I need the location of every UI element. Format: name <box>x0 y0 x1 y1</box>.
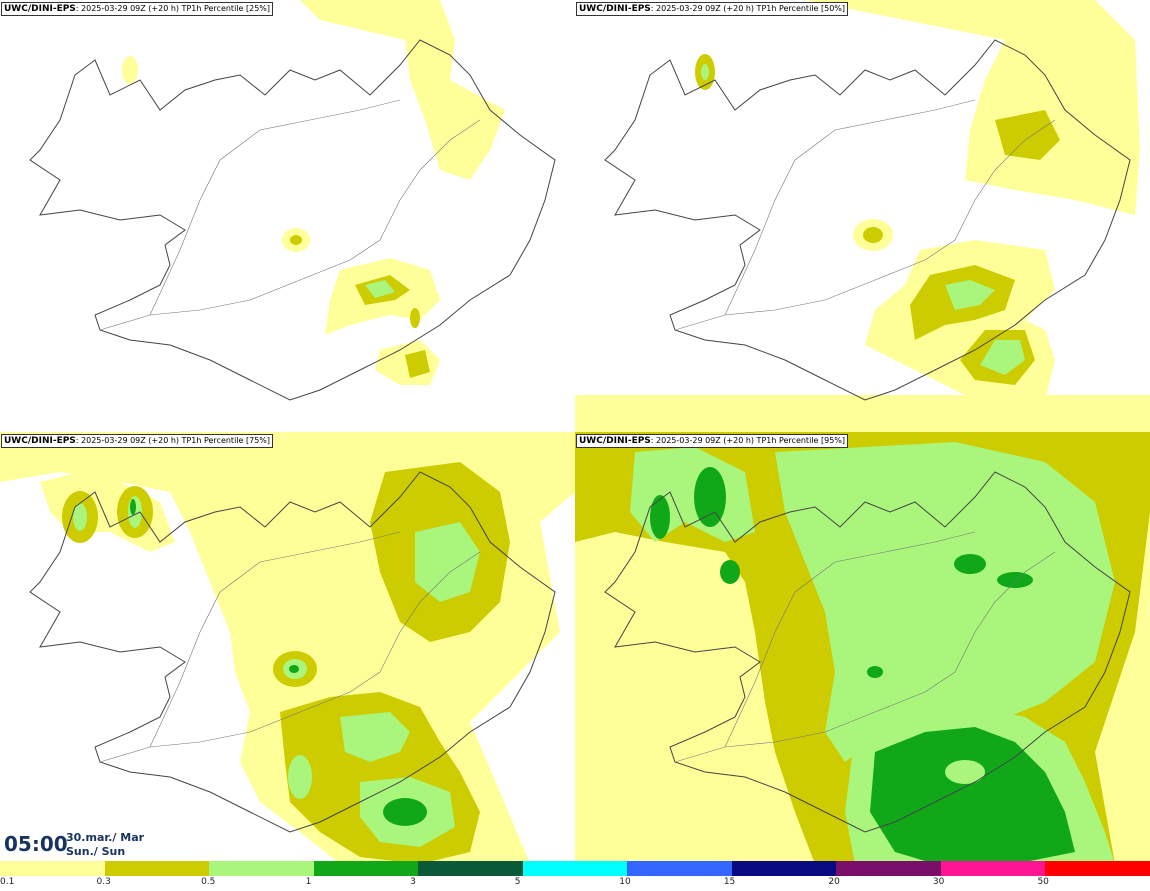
legend-tick-label: 1 <box>305 877 312 887</box>
precip-field <box>122 0 505 385</box>
roads <box>99 531 481 763</box>
legend-swatch <box>522 861 629 876</box>
panel-p25: UWC/DINI-EPS: 2025-03-29 09Z (+20 h) TP1… <box>0 0 575 432</box>
map-p95 <box>575 432 1150 864</box>
legend-swatch <box>731 861 838 876</box>
legend-swatch <box>1045 861 1150 876</box>
panel-p75: UWC/DINI-EPS: 2025-03-29 09Z (+20 h) TP1… <box>0 432 575 864</box>
panel-title: UWC/DINI-EPS: 2025-03-29 09Z (+20 h) TP1… <box>576 434 849 448</box>
legend-tick-label: 0.3 <box>96 877 111 887</box>
legend-tick-label: 20 <box>828 877 840 887</box>
color-legend: 0.1 0.3 0.5 1 3 5 10 15 20 30 50 <box>0 861 1150 891</box>
legend-tick-label: 15 <box>723 877 736 887</box>
legend-tick-label: 3 <box>410 877 416 887</box>
map-p75 <box>0 432 575 864</box>
coastline <box>604 39 1131 401</box>
legend-tick-label: 0.5 <box>201 877 216 887</box>
legend-tick-label: 10 <box>619 877 631 887</box>
coastline <box>604 471 1131 833</box>
precip-field <box>575 432 1150 864</box>
legend-tick-label: 0.1 <box>0 877 15 887</box>
legend-tick-label: 50 <box>1037 877 1049 887</box>
legend-swatch <box>418 861 524 876</box>
legend-swatch <box>940 861 1047 876</box>
panel-title: UWC/DINI-EPS: 2025-03-29 09Z (+20 h) TP1… <box>1 434 274 448</box>
coastline <box>29 39 556 401</box>
coastline <box>29 471 556 833</box>
legend-tick-label: 5 <box>514 877 521 887</box>
valid-time: 05:00 <box>4 832 68 856</box>
roads <box>674 99 1056 331</box>
roads <box>674 531 1056 763</box>
legend-swatch <box>0 861 106 876</box>
valid-date-line: 30.mar./ Mar <box>66 831 145 844</box>
panel-p50: UWC/DINI-EPS: 2025-03-29 09Z (+20 h) TP1… <box>575 0 1150 432</box>
legend-swatch <box>313 861 420 876</box>
map-p25 <box>29 0 556 401</box>
legend-tick-label: 30 <box>932 877 945 887</box>
panel-title: UWC/DINI-EPS: 2025-03-29 09Z (+20 h) TP1… <box>576 2 849 16</box>
legend-swatch <box>627 861 733 876</box>
precip-field <box>575 0 1150 432</box>
panel-title: UWC/DINI-EPS: 2025-03-29 09Z (+20 h) TP1… <box>1 2 274 16</box>
roads <box>99 99 481 331</box>
time-box <box>0 826 140 860</box>
precip-field <box>0 432 575 864</box>
legend-swatch <box>209 861 315 876</box>
legend-swatch <box>104 861 211 876</box>
valid-day-line: Sun./ Sun <box>66 845 126 858</box>
panel-p95: UWC/DINI-EPS: 2025-03-29 09Z (+20 h) TP1… <box>575 432 1150 864</box>
valid-date: 30.mar./ Mar Sun./ Sun <box>66 831 144 859</box>
legend-swatch <box>836 861 942 876</box>
map-p50 <box>575 0 1150 432</box>
